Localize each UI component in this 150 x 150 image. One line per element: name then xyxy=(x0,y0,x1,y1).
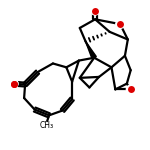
Circle shape xyxy=(91,6,99,15)
Circle shape xyxy=(9,79,18,88)
Text: CH₃: CH₃ xyxy=(40,121,54,130)
Circle shape xyxy=(9,79,18,88)
Circle shape xyxy=(126,85,135,94)
Polygon shape xyxy=(85,41,96,59)
Circle shape xyxy=(116,20,124,28)
